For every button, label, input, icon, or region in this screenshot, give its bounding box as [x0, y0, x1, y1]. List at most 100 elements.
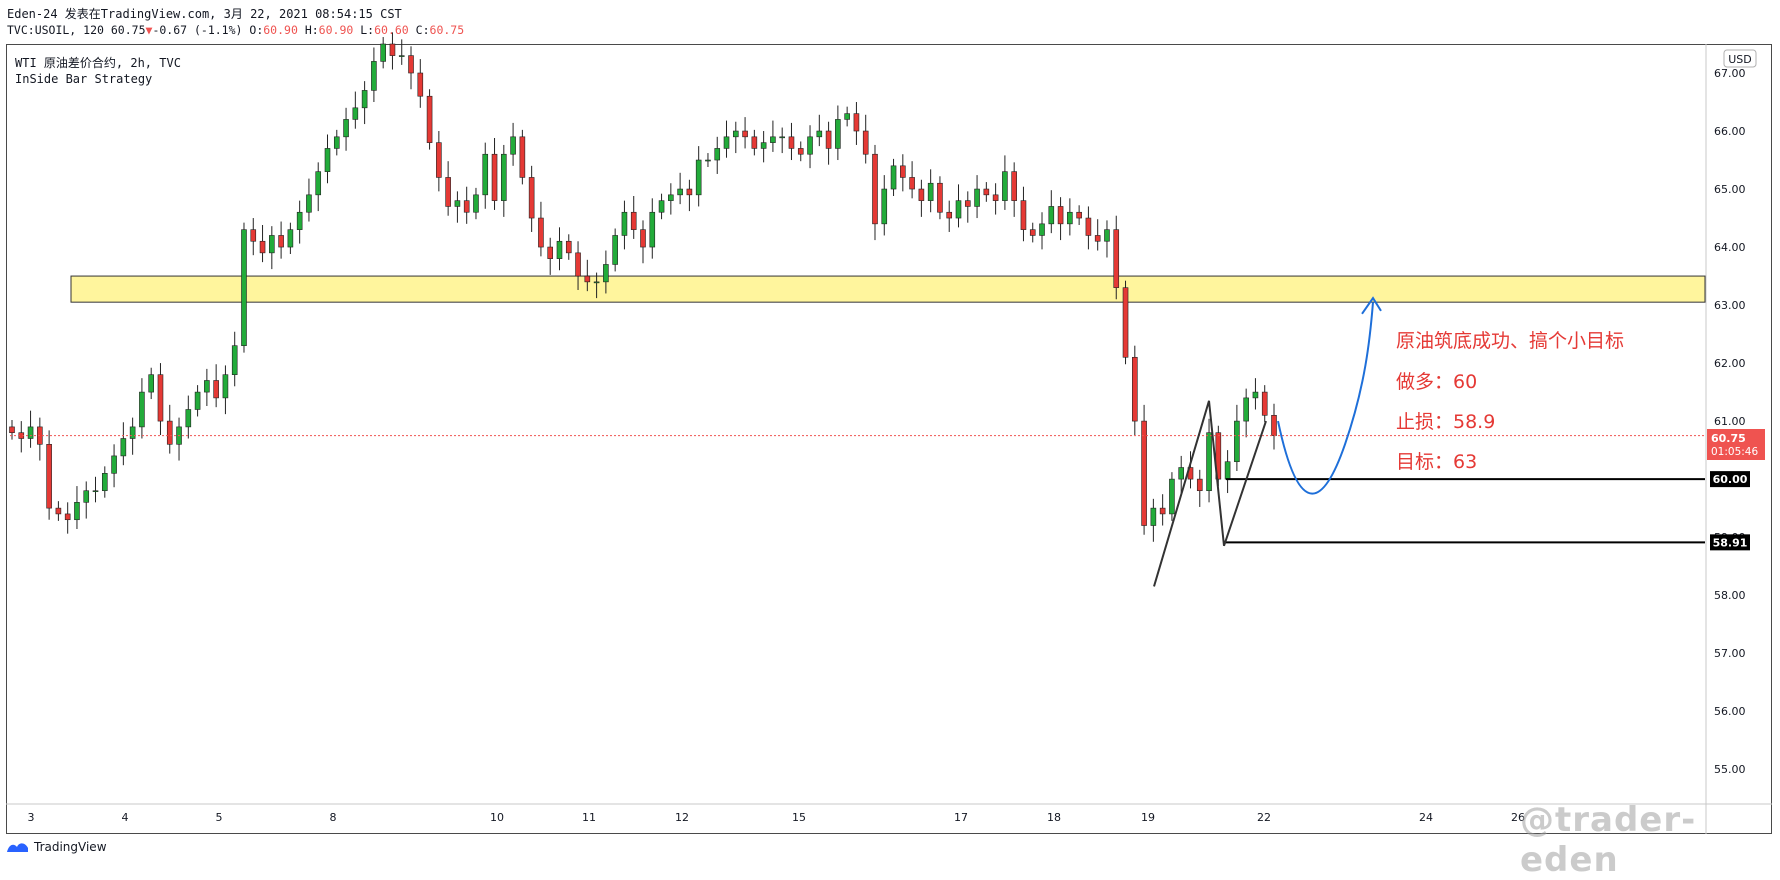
tradingview-brand: TradingView	[34, 840, 107, 854]
candle-body	[491, 153, 498, 201]
candle-body	[389, 43, 396, 56]
y-tick-label: 57.00	[1714, 647, 1746, 660]
candle-body	[1261, 391, 1268, 416]
candle-body	[454, 200, 461, 207]
y-tick-label: 64.00	[1714, 241, 1746, 254]
candle-body	[1243, 397, 1249, 422]
candle-body	[677, 188, 683, 196]
candle-body	[927, 182, 934, 201]
note-long: 做多：60	[1396, 371, 1477, 393]
candle-body	[361, 90, 368, 109]
candle-body	[1048, 206, 1055, 225]
x-tick-label: 4	[122, 811, 129, 824]
candle-body	[278, 235, 284, 248]
candle-body	[111, 455, 117, 474]
level-tag-label: 58.91	[1713, 536, 1748, 549]
candle-body	[909, 177, 915, 190]
candle-body	[417, 72, 424, 97]
candle-body	[1094, 235, 1101, 242]
close-value: 60.75	[429, 23, 465, 37]
x-tick-label: 24	[1419, 811, 1433, 824]
candle-body	[287, 229, 294, 248]
candle-body	[612, 235, 618, 265]
candle-body	[436, 142, 442, 178]
candle-body	[250, 229, 257, 242]
candle-body	[770, 136, 776, 143]
candle-body	[371, 61, 377, 91]
candle-body	[306, 194, 312, 213]
candle-body	[194, 391, 201, 410]
candle-body	[742, 130, 748, 138]
candle-body	[510, 136, 516, 155]
candle-body	[955, 200, 962, 219]
note-stop: 止损：58.9	[1396, 411, 1495, 433]
candle-body	[983, 188, 990, 196]
note-target: 目标：63	[1396, 451, 1477, 473]
close-label: C:	[415, 23, 430, 37]
candle-body	[918, 188, 925, 201]
candle-body	[241, 229, 247, 346]
candle-body	[1178, 467, 1185, 480]
candle-body	[992, 194, 999, 201]
x-tick-label: 18	[1047, 811, 1061, 824]
tradingview-footer[interactable]: TradingView	[6, 840, 107, 854]
candle-body	[862, 130, 869, 155]
candle-body	[213, 380, 219, 399]
candle-body	[705, 159, 711, 162]
candle-body	[937, 182, 943, 213]
currency-badge[interactable]	[1723, 49, 1757, 68]
candle-body	[139, 391, 145, 428]
level-tag-bg	[1710, 534, 1750, 551]
candle-body	[603, 264, 609, 283]
candle-body	[46, 444, 52, 509]
strategy-label: InSide Bar Strategy	[15, 72, 152, 86]
candle-body	[27, 426, 34, 439]
chart-frame[interactable]	[6, 44, 1772, 834]
candle-body	[779, 136, 785, 139]
candle-body	[649, 211, 656, 248]
price-change: -0.67 (-1.1%)	[152, 23, 243, 37]
candle-body	[668, 194, 674, 201]
candle-body	[593, 281, 600, 284]
candle-body	[1132, 356, 1138, 422]
candle-body	[519, 136, 526, 178]
candle-body	[1215, 432, 1222, 480]
candle-body	[964, 200, 971, 207]
current-price-tag: 60.75 01:05:46	[1707, 429, 1765, 460]
candle-body	[1150, 507, 1157, 526]
candle-body	[482, 153, 489, 196]
y-tick-label: 61.00	[1714, 415, 1746, 428]
candle-body	[1057, 206, 1064, 225]
down-arrow-icon: ▼	[145, 23, 153, 37]
candle-body	[630, 211, 637, 230]
candle-body	[333, 136, 340, 149]
pattern-line	[1153, 400, 1267, 587]
candle-body	[1252, 391, 1259, 399]
x-tick-label: 26	[1511, 811, 1525, 824]
candle-body	[1196, 478, 1203, 492]
x-tick-label: 17	[954, 811, 968, 824]
candle-body	[556, 240, 563, 259]
candle-body	[64, 513, 71, 521]
candle-body	[222, 374, 229, 399]
candle-body	[9, 426, 15, 434]
last-price: 60.75	[110, 23, 146, 37]
x-tick-label: 15	[792, 811, 806, 824]
candle-body	[1271, 414, 1277, 436]
candle-body	[686, 188, 693, 196]
level-tag-label: 60.00	[1713, 473, 1748, 486]
candle-body	[797, 148, 804, 155]
projection-arrow	[1277, 302, 1374, 495]
candle-body	[231, 345, 238, 375]
candle-body	[1122, 287, 1129, 358]
candle-body	[445, 177, 451, 207]
x-tick-label: 12	[675, 811, 689, 824]
candle-body	[129, 426, 136, 439]
y-tick-label: 63.00	[1714, 299, 1746, 312]
candle-body	[269, 235, 275, 254]
y-tick-label: 67.00	[1714, 67, 1746, 80]
candle-body	[695, 159, 702, 196]
y-tick-label: 65.00	[1714, 183, 1746, 196]
candle-body	[83, 490, 90, 503]
